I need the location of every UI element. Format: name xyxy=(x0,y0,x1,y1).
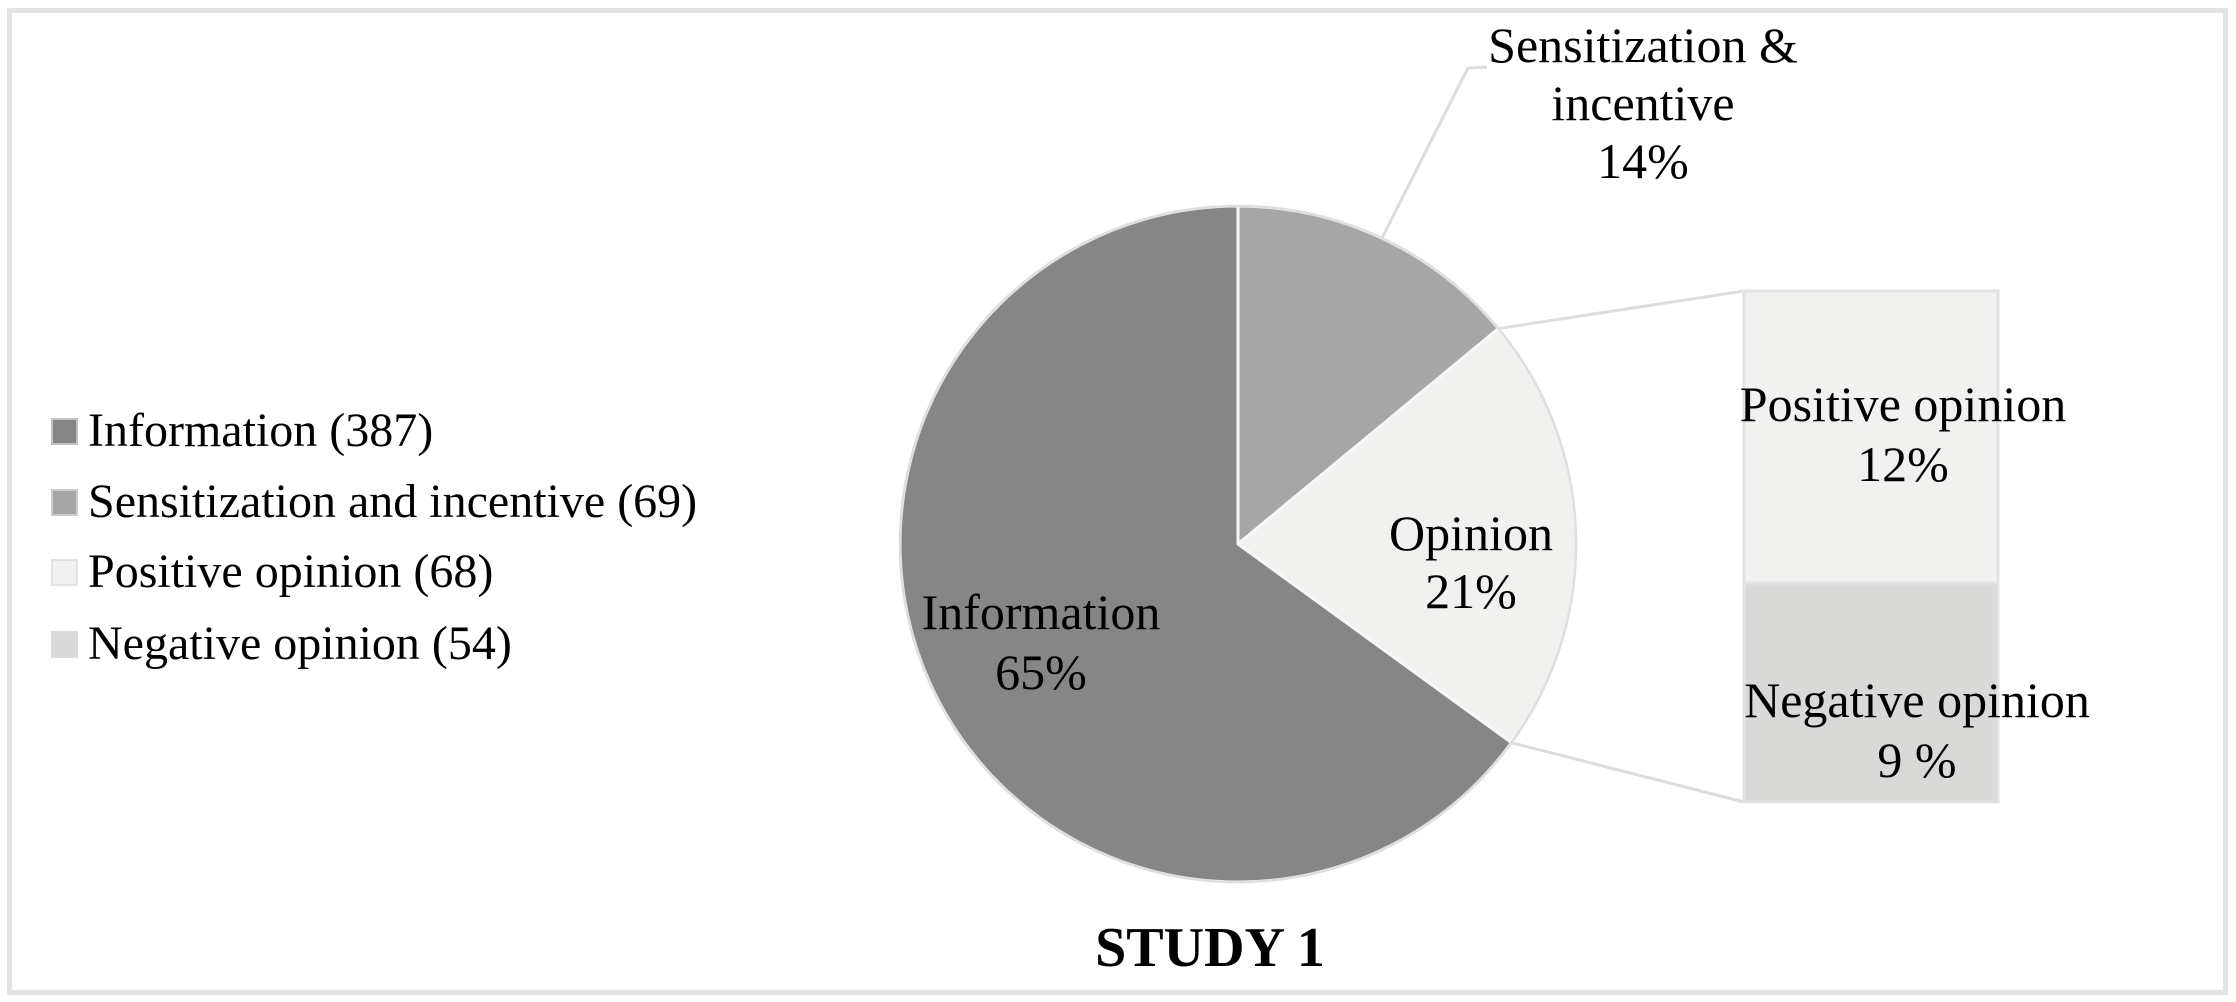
slice-label-sensitization-pct: 14% xyxy=(1597,133,1689,189)
slice-label-sensitization: Sensitization & incentive 14% xyxy=(1488,16,1798,190)
slice-label-sensitization-line2: incentive xyxy=(1551,75,1735,131)
legend-label-positive-opinion: Positive opinion (68) xyxy=(88,545,494,598)
legend-item-information: Information (387) xyxy=(51,403,433,459)
legend-label-negative-opinion: Negative opinion (54) xyxy=(88,617,512,670)
legend-item-negative-opinion: Negative opinion (54) xyxy=(51,616,512,672)
bar-label-positive-opinion: Positive opinion 12% xyxy=(1740,374,2066,494)
pie-outer-rim xyxy=(898,204,1578,884)
bar-segment-negative-opinion xyxy=(1742,581,2000,804)
legend-swatch-positive-opinion xyxy=(51,558,78,586)
chart-title: STUDY 1 xyxy=(1095,917,1325,979)
slice-label-opinion-name: Opinion xyxy=(1389,505,1553,561)
legend-label-sensitization: Sensitization and incentive (69) xyxy=(88,475,698,528)
bar-label-positive-name: Positive opinion xyxy=(1739,376,2067,432)
bar-segment-positive-opinion xyxy=(1742,289,2000,585)
leader-line-sensitization xyxy=(1380,65,1488,239)
legend-item-positive-opinion: Positive opinion (68) xyxy=(51,544,493,600)
legend-swatch-negative-opinion xyxy=(51,630,78,658)
legend-swatch-sensitization xyxy=(51,488,78,516)
slice-label-information: Information 65% xyxy=(922,582,1161,702)
slice-label-opinion: Opinion 21% xyxy=(1389,504,1553,620)
bar-label-positive-pct: 12% xyxy=(1857,436,1949,492)
slice-label-information-pct: 65% xyxy=(995,644,1087,700)
legend-swatch-information xyxy=(51,417,78,445)
bar-label-negative-opinion: Negative opinion 9 % xyxy=(1744,670,2090,790)
series-line-top xyxy=(1498,289,1745,331)
slice-label-sensitization-line1: Sensitization & xyxy=(1488,17,1798,73)
slice-label-opinion-pct: 21% xyxy=(1425,563,1517,619)
legend-label-information: Information (387) xyxy=(88,404,434,457)
slice-label-information-name: Information xyxy=(921,584,1161,640)
bar-label-negative-pct: 9 % xyxy=(1877,732,1957,788)
series-line-bottom xyxy=(1511,741,1745,804)
legend-item-sensitization: Sensitization and incentive (69) xyxy=(51,474,697,530)
bar-label-negative-name: Negative opinion xyxy=(1744,672,2090,728)
